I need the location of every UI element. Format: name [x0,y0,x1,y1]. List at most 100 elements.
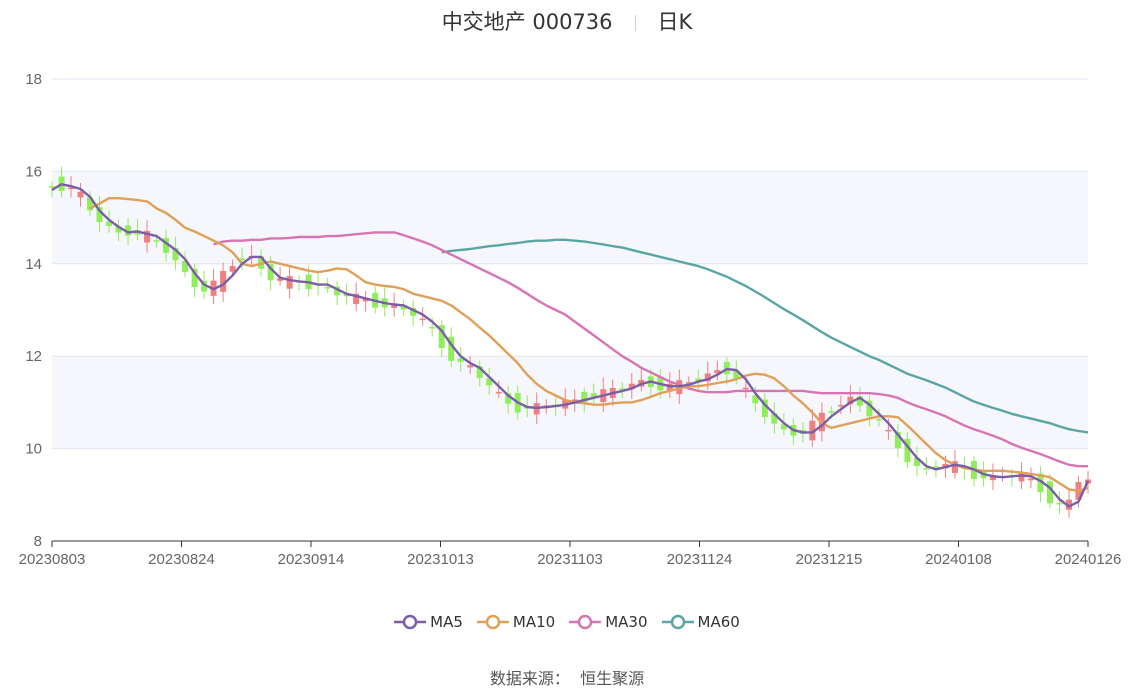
candle [913,458,920,467]
legend-marker-icon [661,614,694,630]
candle [125,225,132,236]
candle [761,399,768,418]
candle [239,258,246,261]
candle [885,429,892,432]
candle [87,197,94,211]
candle [951,461,958,473]
candle [828,411,835,413]
candle [410,308,417,316]
x-tick-label: 20231124 [667,551,733,568]
candle [856,396,863,406]
candle [286,276,293,289]
candle [448,336,455,361]
candle [258,256,265,269]
candle [353,293,360,304]
candle [619,388,626,391]
source-label: 数据来源： [489,669,570,688]
candle [809,420,816,441]
candle [628,383,635,389]
candle [704,373,711,382]
candle [96,207,103,223]
candle [1065,499,1072,510]
candle [182,260,189,273]
candle [229,265,236,272]
candle [685,382,692,384]
candle [875,418,882,421]
period-label: 日K [657,10,693,34]
candle [780,424,787,430]
x-tick-label: 20230803 [19,551,86,568]
grid-lines [52,78,1088,450]
candle [590,393,597,399]
candle [495,391,502,394]
candle [1018,472,1025,482]
legend-item-ma30[interactable]: MA30 [569,613,648,631]
candle [932,466,939,469]
legend-item-ma5[interactable]: MA5 [394,613,463,631]
candle [894,432,901,448]
candle [400,306,407,310]
legend-label: MA30 [605,613,648,631]
candle [866,400,873,417]
legend-marker-icon [476,614,509,630]
legend-label: MA5 [430,613,463,631]
y-tick-label: 14 [25,256,42,273]
candle [1056,502,1063,505]
axes: 8 10 12 14 16 18 20230803 20230824 20230914 20231… [19,71,1122,568]
candle [989,474,996,481]
candle [733,370,740,379]
legend-item-ma60[interactable]: MA60 [661,613,740,631]
candle [324,287,331,289]
candle [49,186,55,188]
source-name: 恒生聚源 [580,669,645,688]
x-tick-label: 20230914 [278,551,345,568]
y-tick-label: 18 [25,71,42,88]
x-tick-label: 20231013 [407,551,474,568]
legend-label: MA60 [697,613,740,631]
series-line-ma5 [51,183,1090,508]
legend-item-ma10[interactable]: MA10 [476,613,555,631]
candle [467,365,474,368]
candle [581,391,588,403]
x-tick-label: 20240108 [925,551,992,568]
x-tick-label: 20240126 [1055,551,1122,568]
series-line-ma60 [441,238,1089,434]
candle [106,221,113,226]
candle [277,278,284,281]
candle [505,393,512,404]
candle [742,387,749,390]
candle [220,270,227,292]
candle [752,395,759,404]
y-tick-label: 10 [25,441,42,458]
candle [429,327,436,329]
candle [362,298,369,302]
x-tick-label: 20230824 [148,551,215,568]
candlestick-chart: 8 10 12 14 16 18 20230803 20230824 20230914 20231… [19,71,1122,568]
candle [695,378,702,382]
chart-title: 中交地产 000736 日K [0,6,1134,36]
y-tick-label: 12 [25,348,42,365]
candle [1037,473,1044,493]
y-tick-label: 8 [34,533,42,550]
candle [68,187,75,190]
y-tick-label: 16 [25,163,42,180]
series-line-ma30 [213,231,1088,468]
series-line-ma10 [89,197,1089,493]
ma-lines [51,183,1090,508]
candle [847,396,854,405]
candle [419,318,426,321]
title-separator [634,15,636,31]
candle [153,240,160,242]
grid-bands [52,171,1088,449]
stock-title: 中交地产 000736 [441,10,613,34]
grid-band [52,171,1088,264]
candle [1046,481,1053,504]
candle [714,370,721,374]
candle [923,468,930,470]
candle [163,238,170,253]
candle [267,263,274,281]
candle [837,404,844,407]
x-tick-label: 20231103 [537,551,603,568]
legend-marker-icon [394,614,427,630]
candle [457,358,464,362]
